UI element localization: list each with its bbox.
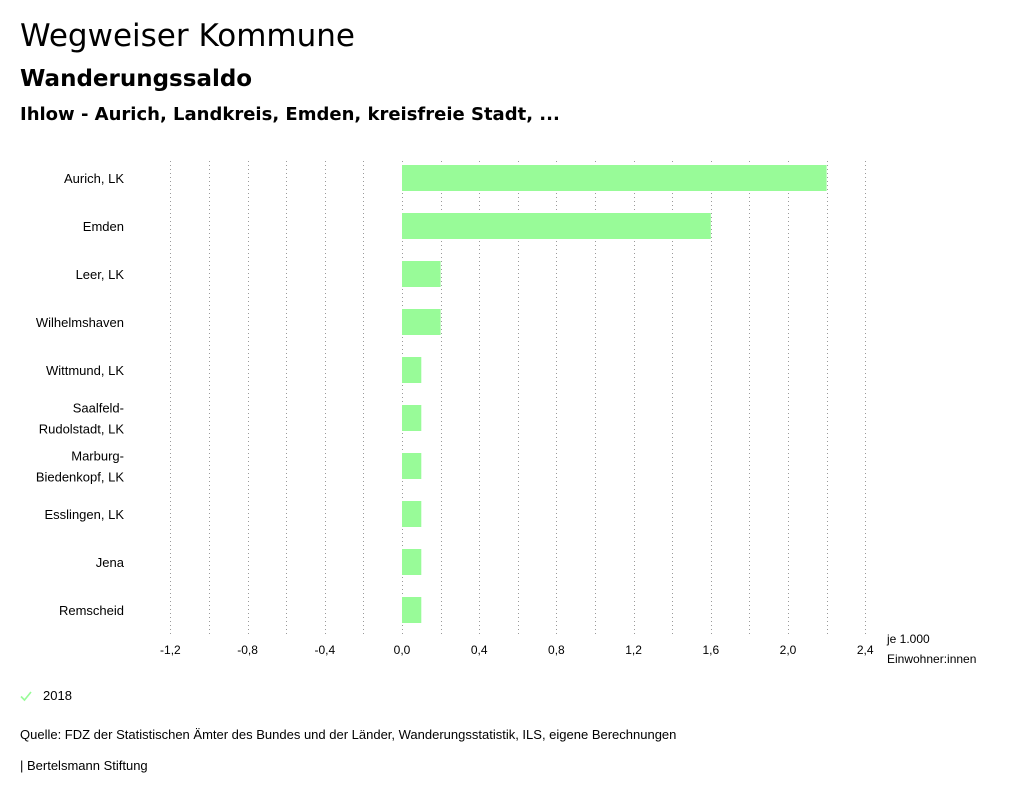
category-label: Saalfeld- xyxy=(73,401,124,416)
category-label: Marburg- xyxy=(71,449,124,464)
x-tick-label: 1,6 xyxy=(702,643,719,657)
legend-item-label: 2018 xyxy=(43,688,72,703)
region-selection: Ihlow - Aurich, Landkreis, Emden, kreisf… xyxy=(20,104,560,125)
bar xyxy=(402,213,711,239)
category-label: Wittmund, LK xyxy=(46,363,124,378)
x-tick-label: -0,4 xyxy=(314,643,335,657)
bar-chart: Aurich, LK Emden Leer, LK Wilhelmshaven Witt… xyxy=(36,161,976,666)
bar xyxy=(402,261,441,287)
bars xyxy=(402,165,827,623)
chart-subtitle: Wanderungssaldo xyxy=(20,66,253,92)
checkmark-icon[interactable] xyxy=(20,690,32,702)
chart-title: Wegweiser Kommune xyxy=(20,18,355,54)
x-axis-unit: Einwohner:innen xyxy=(887,652,976,666)
x-tick-label: 2,4 xyxy=(857,643,874,657)
bar xyxy=(402,501,422,527)
x-tick-label: -0,8 xyxy=(237,643,258,657)
x-tick-label: 0,4 xyxy=(471,643,488,657)
source-note: Quelle: FDZ der Statistischen Ämter des … xyxy=(20,727,677,742)
category-label: Aurich, LK xyxy=(64,171,124,186)
x-axis-unit: je 1.000 xyxy=(886,632,930,646)
category-labels: Aurich, LK Emden Leer, LK Wilhelmshaven Witt… xyxy=(36,171,125,618)
bar xyxy=(402,597,422,623)
bar xyxy=(402,405,422,431)
category-label: Esslingen, LK xyxy=(45,507,125,522)
bar xyxy=(402,549,422,575)
category-label: Biedenkopf, LK xyxy=(36,470,125,485)
x-tick-label: 0,8 xyxy=(548,643,565,657)
category-label: Wilhelmshaven xyxy=(36,315,124,330)
publisher-note: | Bertelsmann Stiftung xyxy=(20,758,148,773)
bar xyxy=(402,453,422,479)
x-tick-label: -1,2 xyxy=(160,643,181,657)
bar xyxy=(402,309,441,335)
x-axis-unit-label: je 1.000 Einwohner:innen xyxy=(886,632,976,666)
x-tick-label: 1,2 xyxy=(625,643,642,657)
bar xyxy=(402,357,422,383)
legend[interactable]: 2018 xyxy=(20,688,72,703)
category-label: Remscheid xyxy=(59,603,124,618)
x-tick-label: 0,0 xyxy=(394,643,411,657)
category-label: Emden xyxy=(83,219,124,234)
x-axis-tick-labels: -1,2 -0,8 -0,4 0,0 0,4 0,8 1,2 1,6 2,0 2,4 xyxy=(160,643,874,657)
category-label: Jena xyxy=(96,555,125,570)
bar xyxy=(402,165,827,191)
x-tick-label: 2,0 xyxy=(780,643,797,657)
category-label: Leer, LK xyxy=(76,267,125,282)
category-label: Rudolstadt, LK xyxy=(39,422,125,437)
